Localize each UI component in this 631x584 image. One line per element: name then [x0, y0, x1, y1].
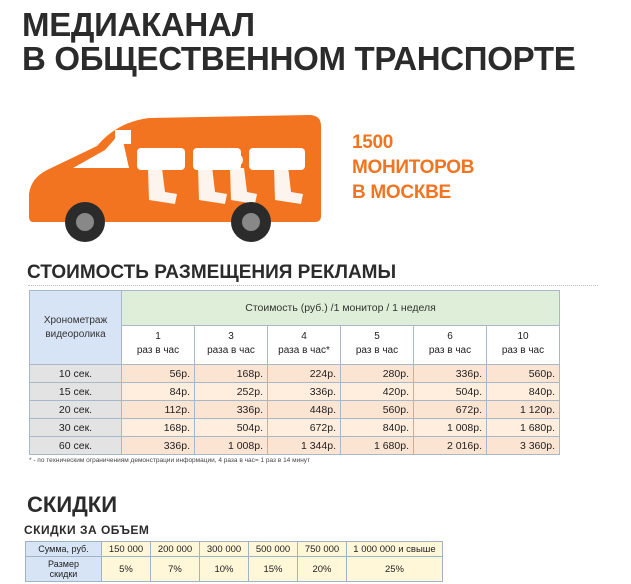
price-footnote: * - по техническим ограничениям демонстр… [29, 457, 311, 464]
sum-cell: 750 000 [297, 541, 347, 557]
table-row: Размер скидки 5% 7% 10% 15% 20% 25% [25, 556, 443, 582]
price-cell: 840р. [486, 382, 560, 401]
passenger-silhouettes [148, 152, 303, 204]
table-row: 60 сек. 336р. 1 008р. 1 344р. 1 680р. 2 … [29, 436, 560, 455]
price-cell: 112р. [121, 400, 195, 419]
rate-number: 4 [301, 331, 307, 342]
page-title: МЕДИАКАНАЛ В ОБЩЕСТВЕННОМ ТРАНСПОРТЕ [22, 6, 576, 77]
price-cell: 168р. [121, 418, 195, 437]
price-cell: 1 120р. [486, 400, 560, 419]
rate-unit: раз в час [136, 345, 180, 356]
price-cell: 224р. [267, 364, 341, 383]
monitors-line-2: МОНИТОРОВ [352, 157, 475, 178]
monitors-line-3: В МОСКВЕ [352, 182, 451, 203]
table-row: 15 сек. 84р. 252р. 336р. 420р. 504р. 840… [29, 382, 560, 401]
price-cell: 2 016р. [413, 436, 487, 455]
table-row: 30 сек. 168р. 504р. 672р. 840р. 1 008р. … [29, 418, 560, 437]
price-cell: 336р. [121, 436, 195, 455]
price-table: Хронометраж видеоролика Стоимость (руб.)… [29, 290, 560, 455]
price-cell: 560р. [486, 364, 560, 383]
discount-cell: 5% [101, 556, 151, 582]
sum-cell: 200 000 [150, 541, 200, 557]
sum-cell: 1 000 000 и свыше [346, 541, 443, 557]
price-cell: 420р. [340, 382, 414, 401]
duration-cell: 10 сек. [29, 364, 122, 383]
duration-cell: 15 сек. [29, 382, 122, 401]
rate-unit: раз в час [501, 345, 545, 356]
price-cell: 56р. [121, 364, 195, 383]
sum-cell: 500 000 [248, 541, 298, 557]
sum-cell: 150 000 [101, 541, 151, 557]
cost-header: Стоимость (руб.) /1 монитор / 1 неделя [121, 290, 560, 326]
sum-label: Сумма, руб. [25, 541, 102, 557]
price-cell: 560р. [340, 400, 414, 419]
rate-unit: раз в час [355, 345, 399, 356]
size-label: Размер скидки [25, 556, 102, 582]
divider [28, 285, 598, 286]
size-label-line-1: Размер [48, 559, 79, 569]
rate-header: 10 раз в час [486, 325, 560, 365]
minibus-window-1 [137, 148, 185, 170]
price-cell: 840р. [340, 418, 414, 437]
duration-header: Хронометраж видеоролика [29, 290, 122, 365]
price-cell: 1 008р. [413, 418, 487, 437]
rate-header: 4 раза в час* [267, 325, 341, 365]
price-cell: 448р. [267, 400, 341, 419]
rate-number: 3 [228, 331, 234, 342]
duration-cell: 30 сек. [29, 418, 122, 437]
discount-cell: 15% [248, 556, 298, 582]
price-cell: 336р. [194, 400, 268, 419]
duration-cell: 60 сек. [29, 436, 122, 455]
size-label-line-2: скидки [49, 569, 78, 579]
price-cell: 504р. [413, 382, 487, 401]
front-wheel [65, 202, 105, 242]
rear-wheel [231, 202, 271, 242]
rate-header: 3 раза в час [194, 325, 268, 365]
rate-header: 1 раз в час [121, 325, 195, 365]
price-cell: 84р. [121, 382, 195, 401]
rate-unit: раза в час [207, 345, 255, 356]
monitors-line-1: 1500 [352, 132, 394, 153]
price-cell: 1 680р. [486, 418, 560, 437]
price-cell: 1 344р. [267, 436, 341, 455]
price-cell: 1 008р. [194, 436, 268, 455]
minibus-illustration [29, 115, 321, 242]
price-cell: 168р. [194, 364, 268, 383]
rate-header: 6 раз в час [413, 325, 487, 365]
price-cell: 672р. [267, 418, 341, 437]
price-cell: 672р. [413, 400, 487, 419]
table-row: 10 сек. 56р. 168р. 224р. 280р. 336р. 560… [29, 364, 560, 383]
discount-section-heading: СКИДКИ [27, 492, 118, 517]
price-cell: 280р. [340, 364, 414, 383]
monitors-callout: 1500 МОНИТОРОВ В МОСКВЕ [352, 130, 474, 205]
title-line-2: В ОБЩЕСТВЕННОМ ТРАНСПОРТЕ [22, 40, 576, 77]
rate-number: 10 [517, 331, 529, 342]
discount-cell: 7% [150, 556, 200, 582]
table-row: Сумма, руб. 150 000 200 000 300 000 500 … [25, 541, 443, 557]
price-section-heading: СТОИМОСТЬ РАЗМЕЩЕНИЯ РЕКЛАМЫ [27, 262, 397, 283]
rate-number: 1 [155, 331, 161, 342]
discount-cell: 25% [346, 556, 443, 582]
price-cell: 252р. [194, 382, 268, 401]
title-line-1: МЕДИАКАНАЛ [22, 6, 255, 43]
rate-unit: раза в час* [278, 345, 330, 356]
rate-number: 6 [447, 331, 453, 342]
discount-cell: 10% [199, 556, 249, 582]
price-cell: 504р. [194, 418, 268, 437]
price-cell: 3 360р. [486, 436, 560, 455]
table-row: 20 сек. 112р. 336р. 448р. 560р. 672р. 1 … [29, 400, 560, 419]
sum-cell: 300 000 [199, 541, 249, 557]
price-cell: 1 680р. [340, 436, 414, 455]
discount-cell: 20% [297, 556, 347, 582]
price-cell: 336р. [267, 382, 341, 401]
discount-table: Сумма, руб. 150 000 200 000 300 000 500 … [25, 541, 443, 582]
rate-header: 5 раз в час [340, 325, 414, 365]
price-cell: 336р. [413, 364, 487, 383]
duration-cell: 20 сек. [29, 400, 122, 419]
rate-unit: раз в час [428, 345, 472, 356]
discount-subheading: СКИДКИ ЗА ОБЪЕМ [24, 523, 150, 537]
rate-number: 5 [374, 331, 380, 342]
minibus-side-mirror [115, 130, 131, 144]
